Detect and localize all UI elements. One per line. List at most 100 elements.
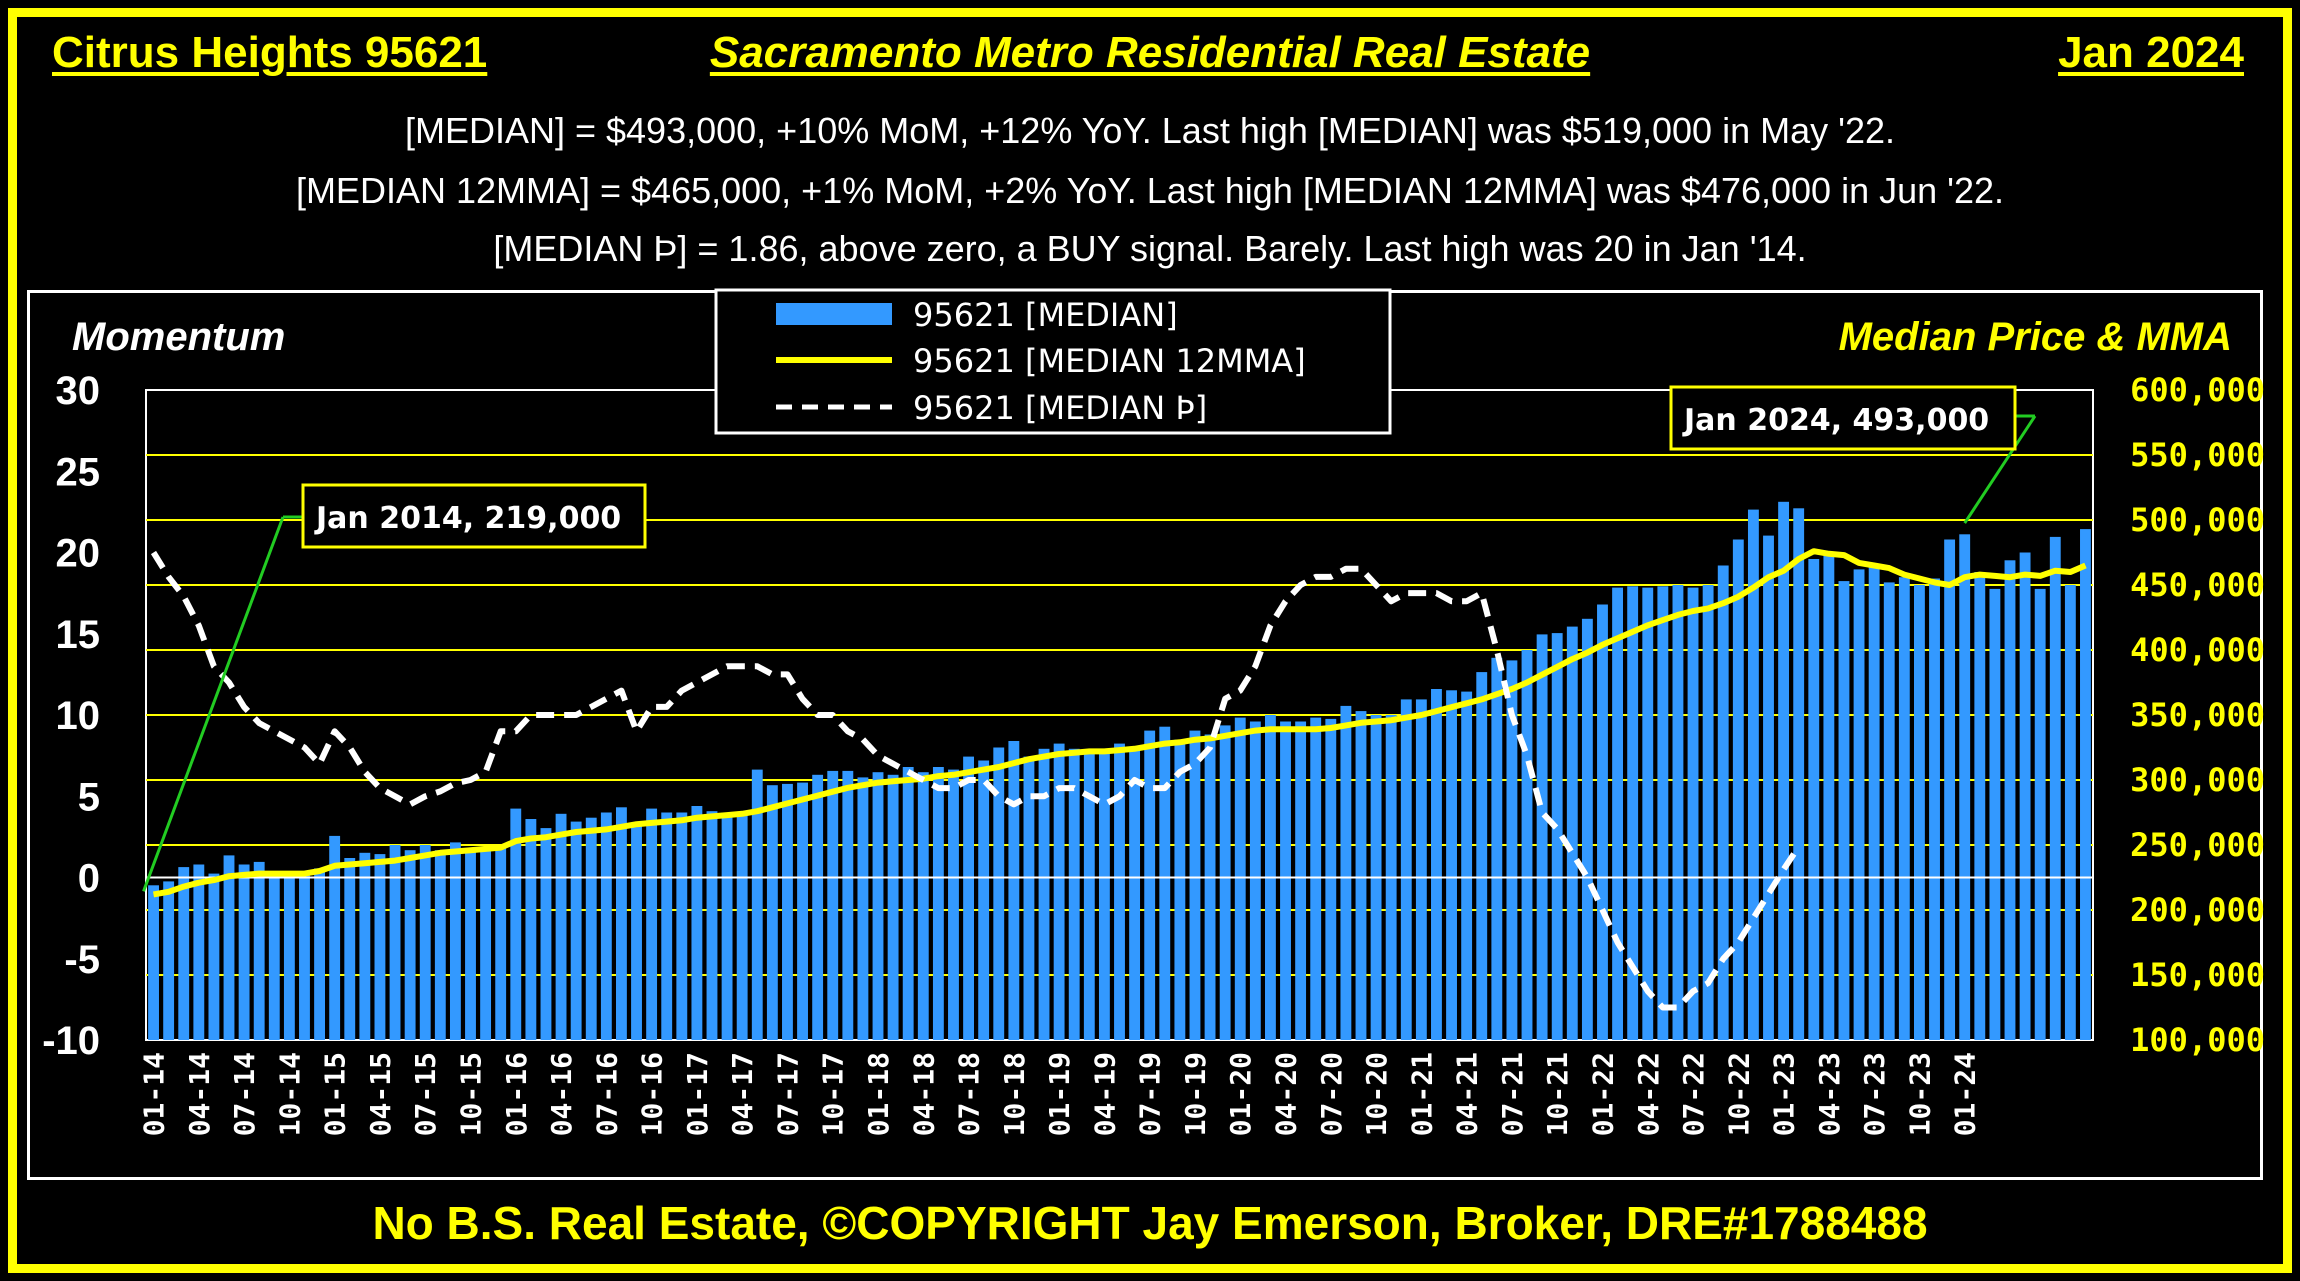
median-bar [1038, 748, 1050, 1040]
median-bar [480, 847, 492, 1040]
callout-box [301, 483, 647, 549]
median-bar [570, 821, 582, 1040]
median-bar [1521, 650, 1533, 1040]
median-bar [615, 807, 627, 1040]
summary-momentum: [MEDIAN Þ] = 1.86, above zero, a BUY sig… [493, 228, 1807, 269]
x-axis-tick-label: 01-19 [1043, 1052, 1076, 1136]
median-bar [540, 828, 552, 1040]
median-bar [389, 845, 401, 1040]
median-bar [1672, 585, 1684, 1040]
median-bar [1114, 743, 1125, 1040]
median-bar [993, 747, 1005, 1040]
median-bar [1068, 748, 1080, 1040]
x-axis-tick-label: 04-16 [545, 1052, 578, 1136]
right-axis-tick-label: 200,000 [2130, 891, 2265, 929]
legend-label: 95621 [MEDIAN 12MMA] [913, 342, 1306, 380]
median-bar [676, 812, 688, 1040]
x-axis-tick-label: 07-16 [590, 1052, 623, 1136]
median-bar [887, 774, 899, 1040]
x-axis-tick-label: 04-18 [907, 1052, 940, 1136]
x-axis-tick-label: 01-17 [681, 1052, 714, 1136]
x-axis-tick-label: 01-21 [1405, 1052, 1438, 1136]
median-bar [163, 881, 175, 1040]
median-bar [978, 760, 990, 1040]
median-bar [1219, 725, 1231, 1040]
median-bar [1929, 578, 1940, 1040]
median-bar [1687, 587, 1699, 1040]
median-bar [691, 806, 703, 1040]
median-bar [1023, 756, 1035, 1040]
median-bar [359, 852, 371, 1040]
x-axis-tick-label: 10-14 [273, 1052, 306, 1136]
right-axis-title: Median Price & MMA [1839, 315, 2232, 359]
left-axis-tick-label: -10 [42, 1019, 100, 1063]
left-axis-tick-label: 20 [56, 532, 101, 576]
median-bar [1506, 660, 1518, 1040]
median-bar [1732, 539, 1744, 1040]
median-bar [1340, 705, 1352, 1040]
callout-leader [142, 516, 285, 892]
median-bar [948, 769, 959, 1040]
median-bar [434, 850, 446, 1040]
x-axis-tick-label: 04-20 [1270, 1052, 1303, 1136]
median-bar [1098, 751, 1110, 1040]
median-bar [2080, 529, 2091, 1040]
median-bar [465, 850, 476, 1040]
median-bar [827, 770, 839, 1040]
x-axis-tick-label: 01-24 [1949, 1052, 1982, 1136]
momentum-line [150, 550, 1802, 1011]
x-axis-tick-label: 07-22 [1677, 1052, 1710, 1136]
median-bar [736, 812, 748, 1040]
median-bar [646, 808, 658, 1040]
right-axis-tick-label: 450,000 [2130, 566, 2265, 604]
median-bar [510, 808, 522, 1040]
median-bar [1868, 565, 1880, 1040]
median-bar [253, 861, 265, 1040]
location-title: Citrus Heights 95621 [52, 28, 488, 77]
median-bar [1355, 711, 1367, 1040]
median-bar [1566, 626, 1578, 1040]
median-bar [525, 819, 537, 1040]
median-bar [917, 772, 929, 1040]
median-bar [782, 783, 793, 1040]
x-axis-tick-label: 07-18 [953, 1052, 986, 1136]
right-axis-tick-label: 400,000 [2130, 631, 2265, 669]
median-bar [1627, 586, 1639, 1040]
x-axis-tick-label: 01-22 [1587, 1052, 1620, 1136]
median-bar [1823, 555, 1835, 1040]
callout-leader [1963, 415, 2037, 524]
median-bar [766, 785, 778, 1040]
x-axis-tick-label: 04-15 [364, 1052, 397, 1136]
median-bar [1793, 508, 1805, 1040]
median-bar [872, 772, 884, 1040]
median-bar [1159, 726, 1171, 1040]
x-axis-tick-label: 07-15 [409, 1052, 442, 1136]
x-axis-tick-label: 04-21 [1451, 1052, 1484, 1136]
median-bar [1612, 587, 1624, 1040]
median-bar [721, 812, 733, 1040]
left-axis-tick-label: 25 [56, 450, 101, 494]
median-bar [1204, 734, 1216, 1040]
median-bar [1944, 539, 1956, 1040]
median-bar [2049, 536, 2061, 1040]
median-bar [1144, 730, 1156, 1040]
median-bar [1551, 633, 1563, 1040]
x-axis-tick-label: 10-19 [1179, 1052, 1212, 1136]
median-bar [797, 782, 808, 1040]
x-axis-tick-label: 01-14 [138, 1052, 171, 1136]
median-bar [1295, 721, 1307, 1040]
median-bar [1325, 718, 1337, 1040]
median-bar [1747, 509, 1759, 1041]
median-bar [631, 822, 642, 1040]
right-axis-tick-label: 600,000 [2130, 371, 2265, 409]
median-bar [329, 835, 341, 1040]
x-axis-tick-label: 01-15 [319, 1052, 352, 1136]
median-bar [1913, 585, 1925, 1040]
median-bar [1174, 739, 1186, 1040]
median-bar [374, 854, 386, 1040]
median-bar [1717, 565, 1729, 1040]
median-bar [2064, 585, 2076, 1040]
left-axis-title: Momentum [72, 315, 285, 359]
right-axis-tick-label: 350,000 [2130, 696, 2265, 734]
median-bar [344, 858, 356, 1040]
